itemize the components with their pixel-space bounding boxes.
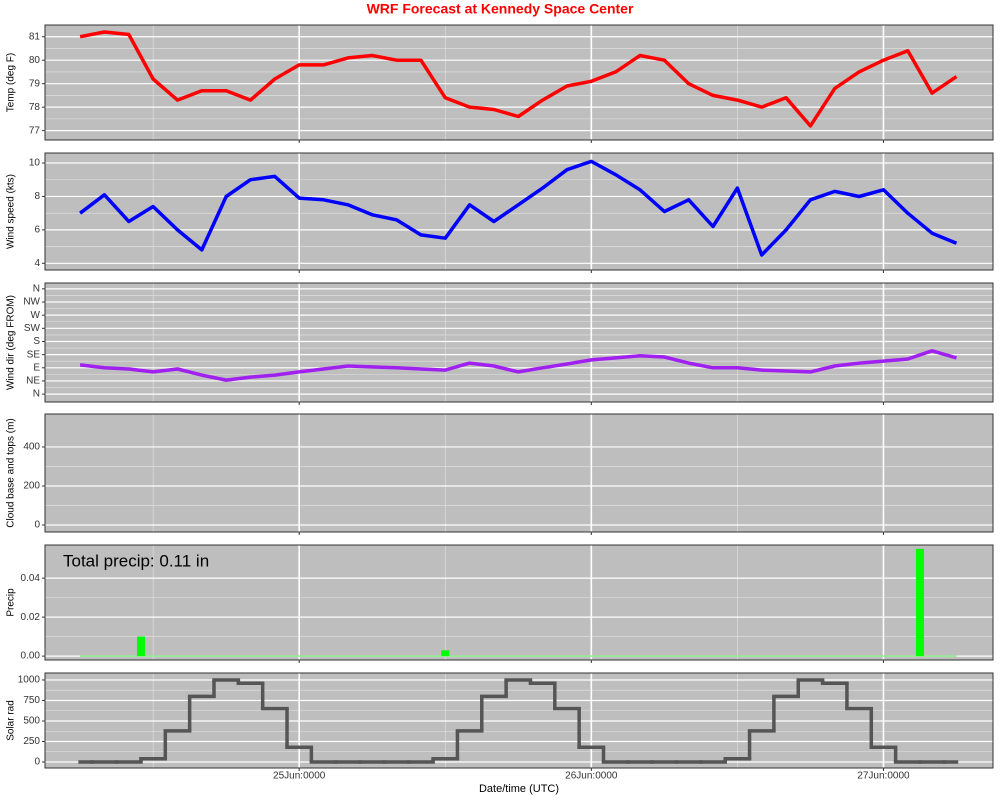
y-tick-label: 0 (34, 757, 40, 768)
y-tick-label: 0.04 (21, 573, 41, 584)
y-tick-label: N (33, 283, 40, 294)
panel-background (45, 283, 993, 402)
y-axis-label: Wind dir (deg FROM) (6, 295, 17, 390)
x-tick-label: 27Jun:0000 (857, 771, 910, 782)
y-axis-label: Solar rad (6, 700, 17, 741)
panel-border (44, 152, 994, 271)
panel-background (45, 545, 993, 660)
y-axis-label: Cloud base and tops (m) (6, 418, 17, 528)
y-tick-label: SW (24, 323, 41, 334)
y-tick-label: 4 (34, 258, 40, 269)
x-tick-label: 26Jun:0000 (565, 771, 618, 782)
y-axis-label: Precip (6, 588, 17, 617)
y-tick-label: 78 (29, 102, 41, 113)
y-tick-label: 0.00 (21, 651, 41, 662)
y-tick-label: 79 (29, 78, 41, 89)
y-tick-label: 400 (23, 442, 40, 453)
panel-border (44, 24, 994, 141)
y-tick-label: 10 (29, 158, 41, 169)
panel-background (45, 25, 993, 140)
panel-border (44, 672, 994, 769)
y-tick-label: 81 (29, 31, 41, 42)
y-axis-label: Temp (deg F) (6, 53, 17, 112)
chart-title: WRF Forecast at Kennedy Space Center (367, 1, 634, 17)
y-tick-label: NE (26, 376, 40, 387)
y-tick-label: 0.02 (21, 612, 41, 623)
y-tick-label: 8 (34, 191, 40, 202)
y-tick-label: 80 (29, 55, 41, 66)
y-tick-label: NW (23, 297, 40, 308)
y-tick-label: 6 (34, 225, 40, 236)
panel-border (44, 544, 994, 661)
bar (136, 636, 145, 657)
y-tick-label: 200 (23, 481, 40, 492)
y-tick-label: 500 (23, 716, 40, 727)
x-axis-label: Date/time (UTC) (479, 783, 559, 795)
y-tick-label: S (33, 336, 40, 347)
y-tick-label: 77 (29, 125, 41, 136)
y-tick-label: N (33, 389, 40, 400)
y-tick-label: 1000 (18, 675, 41, 686)
panel-border (44, 413, 994, 533)
y-tick-label: W (31, 310, 41, 321)
panel-background (45, 153, 993, 270)
y-tick-label: E (33, 362, 40, 373)
y-tick-label: 250 (23, 736, 40, 747)
data-line (79, 159, 958, 257)
panel-border (44, 282, 994, 403)
panel-background (45, 414, 993, 532)
y-tick-label: 0 (34, 520, 40, 531)
bar (915, 548, 924, 657)
y-tick-label: 750 (23, 695, 40, 706)
data-line (79, 349, 957, 382)
bar (441, 650, 450, 657)
annotation: Total precip: 0.11 in (63, 551, 209, 570)
y-tick-label: SE (27, 349, 41, 360)
y-axis-label: Wind speed (kts) (6, 174, 17, 249)
x-tick-label: 25Jun:0000 (273, 771, 326, 782)
data-line (79, 30, 958, 128)
